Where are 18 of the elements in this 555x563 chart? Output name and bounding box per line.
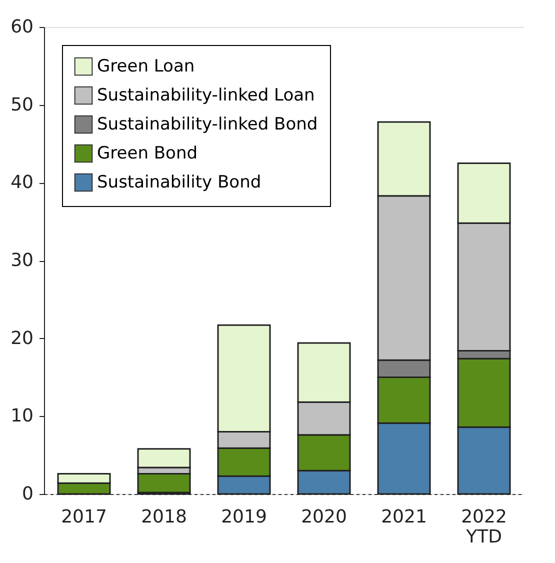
x-tick-label: 2019 bbox=[221, 506, 267, 528]
x-tick-label: 2017 bbox=[61, 506, 107, 528]
y-tick-label: 0 bbox=[22, 484, 34, 504]
y-tick-label: 30 bbox=[10, 250, 34, 271]
x-tick-label: 2022 YTD bbox=[461, 506, 507, 548]
x-tick-label: 2021 bbox=[381, 506, 427, 528]
legend-label: Sustainability Bond bbox=[97, 172, 262, 192]
legend-label: Sustainability-linked Loan bbox=[97, 86, 315, 106]
y-tick-label: 60 bbox=[10, 16, 34, 38]
y-tick-label: 20 bbox=[10, 328, 34, 349]
legend-label: Sustainability-linked Bond bbox=[97, 114, 318, 134]
legend-label: Green Bond bbox=[97, 144, 198, 164]
x-tick-label: 2018 bbox=[141, 506, 187, 528]
y-tick-label: 10 bbox=[10, 406, 34, 427]
y-tick-label: 40 bbox=[10, 172, 34, 194]
y-tick-label: 50 bbox=[10, 94, 34, 116]
x-tick-label: 2020 bbox=[301, 506, 347, 528]
legend-label: Green Loan bbox=[97, 56, 195, 76]
